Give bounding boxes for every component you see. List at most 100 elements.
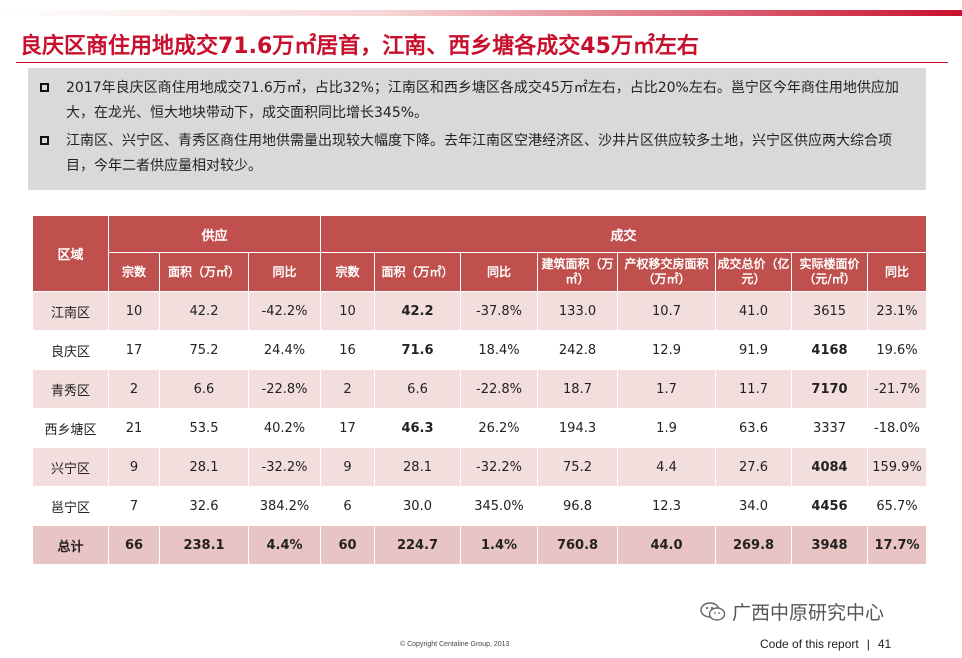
table-total-row: 总计 66 238.1 4.4% 60 224.7 1.4% 760.8 44.0 269.8 39…	[32, 525, 928, 565]
table-cell: -22.8%	[247, 369, 322, 409]
table-cell: 46.3	[374, 408, 462, 448]
copyright: © Copyright Centaline Group, 2013	[400, 641, 510, 648]
table-cell: 11.7	[715, 369, 793, 409]
total-cell: 238.1	[159, 525, 249, 565]
table-cell: 42.2	[374, 291, 462, 331]
table-cell: 24.4%	[247, 330, 322, 370]
table-cell: -22.8%	[460, 369, 539, 409]
table-cell: 27.6	[715, 447, 793, 487]
table-cell: 75.2	[537, 447, 619, 487]
table-cell: 4084	[791, 447, 869, 487]
table-cell: 10	[320, 291, 376, 331]
table-cell: 4456	[791, 486, 869, 526]
table-row: 江南区 10 42.2 -42.2% 10 42.2 -37.8% 133.0 10.7 41.0…	[32, 291, 928, 331]
table-cell: 26.2%	[460, 408, 539, 448]
summary-bullet: 江南区、兴宁区、青秀区商住用地供需量出现较大幅度下降。去年江南区空港经济区、沙井…	[40, 129, 914, 179]
table-cell: 194.3	[537, 408, 619, 448]
header-cell: 宗数	[320, 252, 376, 292]
table-cell: 65.7%	[867, 486, 928, 526]
total-cell: 66	[108, 525, 160, 565]
table-cell: 3337	[791, 408, 869, 448]
table-cell: 18.7	[537, 369, 619, 409]
bullet-square-icon	[40, 83, 49, 92]
table-cell: 3615	[791, 291, 869, 331]
table-cell: 159.9%	[867, 447, 928, 487]
table-cell: 384.2%	[247, 486, 322, 526]
table-cell: 10.7	[617, 291, 717, 331]
table-cell: 12.3	[617, 486, 717, 526]
header-cell: 建筑面积（万㎡）	[537, 252, 619, 292]
header-cell: 产权移交房面积（万㎡）	[617, 252, 717, 292]
table-cell: 34.0	[715, 486, 793, 526]
table-cell: 28.1	[374, 447, 462, 487]
wechat-label: 广西中原研究中心	[732, 602, 885, 624]
table-cell: 16	[320, 330, 376, 370]
summary-box: 2017年良庆区商住用地成交71.6万㎡，占比32%；江南区和西乡塘区各成交45…	[28, 68, 926, 190]
header-cell: 实际楼面价（元/㎡）	[791, 252, 869, 292]
header-cell: 同比	[867, 252, 928, 292]
total-cell: 60	[320, 525, 376, 565]
land-transaction-table: 区域 供应 成交 宗数 面积（万㎡） 同比 宗数 面积（万㎡） 同比 建筑面积（万㎡） 产权移…	[32, 215, 928, 565]
header-region: 区域	[32, 215, 109, 292]
table-cell: -32.2%	[460, 447, 539, 487]
table-cell: 133.0	[537, 291, 619, 331]
table-row: 良庆区 17 75.2 24.4% 16 71.6 18.4% 242.8 12.9 91.9 41…	[32, 330, 928, 370]
total-cell: 1.4%	[460, 525, 539, 565]
table-cell: 2	[320, 369, 376, 409]
title-underline	[16, 62, 948, 63]
region-name-cell: 西乡塘区	[32, 408, 109, 448]
table-cell: 6	[320, 486, 376, 526]
table-cell: 41.0	[715, 291, 793, 331]
summary-bullet-text: 江南区、兴宁区、青秀区商住用地供需量出现较大幅度下降。去年江南区空港经济区、沙井…	[66, 133, 892, 174]
table-row: 兴宁区 9 28.1 -32.2% 9 28.1 -32.2% 75.2 4.4 27.6 4084…	[32, 447, 928, 487]
top-accent-bar	[0, 10, 962, 16]
table-cell: 1.9	[617, 408, 717, 448]
total-cell: 224.7	[374, 525, 462, 565]
table-cell: 40.2%	[247, 408, 322, 448]
table-cell: -18.0%	[867, 408, 928, 448]
total-cell: 总计	[32, 525, 109, 565]
table-cell: 2	[108, 369, 160, 409]
table-cell: 242.8	[537, 330, 619, 370]
table-cell: 71.6	[374, 330, 462, 370]
table-cell: 17	[320, 408, 376, 448]
table-cell: 23.1%	[867, 291, 928, 331]
table-cell: 1.7	[617, 369, 717, 409]
header-cell: 宗数	[108, 252, 160, 292]
table-cell: 63.6	[715, 408, 793, 448]
region-name-cell: 良庆区	[32, 330, 109, 370]
total-cell: 3948	[791, 525, 869, 565]
summary-bullet-text: 2017年良庆区商住用地成交71.6万㎡，占比32%；江南区和西乡塘区各成交45…	[66, 80, 899, 121]
region-name-cell: 江南区	[32, 291, 109, 331]
total-cell: 4.4%	[247, 525, 322, 565]
table-cell: 7170	[791, 369, 869, 409]
footer-separator: |	[866, 637, 870, 651]
page-number: 41	[877, 637, 892, 651]
table-cell: -32.2%	[247, 447, 322, 487]
summary-bullet: 2017年良庆区商住用地成交71.6万㎡，占比32%；江南区和西乡塘区各成交45…	[40, 76, 914, 126]
table-cell: -21.7%	[867, 369, 928, 409]
header-cell: 面积（万㎡）	[159, 252, 249, 292]
header-cell: 成交总价（亿元）	[715, 252, 793, 292]
wechat-account: 广西中原研究中心	[700, 598, 884, 625]
region-name-cell: 邕宁区	[32, 486, 109, 526]
table-cell: 21	[108, 408, 160, 448]
total-cell: 269.8	[715, 525, 793, 565]
table-cell: -42.2%	[247, 291, 322, 331]
table-cell: 53.5	[159, 408, 249, 448]
table-cell: 75.2	[159, 330, 249, 370]
footer-report-code: Code of this report | 41	[760, 637, 891, 651]
header-cell: 面积（万㎡）	[374, 252, 462, 292]
header-group-supply: 供应	[107, 215, 322, 253]
region-name-cell: 青秀区	[32, 369, 109, 409]
table-cell: 6.6	[159, 369, 249, 409]
table-cell: 42.2	[159, 291, 249, 331]
table-cell: 4168	[791, 330, 869, 370]
total-cell: 17.7%	[867, 525, 928, 565]
table-cell: -37.8%	[460, 291, 539, 331]
total-cell: 760.8	[537, 525, 619, 565]
table-cell: 28.1	[159, 447, 249, 487]
table-cell: 18.4%	[460, 330, 539, 370]
footer-code-label: Code of this report	[760, 637, 859, 651]
table-cell: 7	[108, 486, 160, 526]
